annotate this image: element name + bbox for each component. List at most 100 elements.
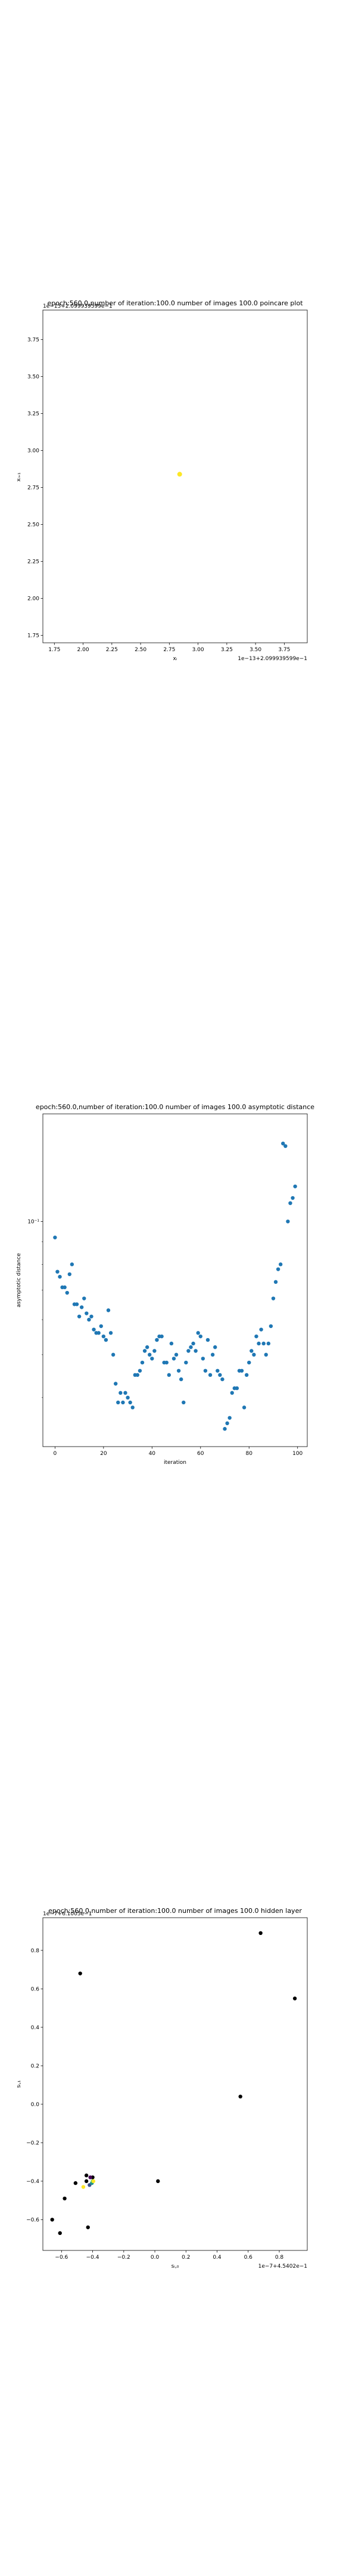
scatter-point bbox=[176, 1368, 181, 1373]
scatter-point bbox=[58, 1274, 62, 1279]
x-tick-label: 80 bbox=[246, 1451, 253, 1457]
x-tick-label: 1.75 bbox=[48, 647, 60, 653]
scatter-point bbox=[184, 1360, 188, 1365]
y-tick-label: −0.6 bbox=[26, 2217, 39, 2223]
y-tick-label: 0.0 bbox=[31, 2102, 40, 2108]
scatter-point bbox=[276, 1267, 280, 1271]
x-tick-label: 0.6 bbox=[244, 2255, 253, 2261]
scatter-point bbox=[213, 1345, 217, 1349]
scatter-point bbox=[225, 1421, 229, 1426]
hidden-layer-y-ticks: −0.6 −0.4 −0.2 0.0 0.2 0.4 0.6 0.8 bbox=[26, 1948, 43, 2223]
hidden-layer-plot-area bbox=[42, 1917, 308, 2251]
hidden-layer-points bbox=[50, 1931, 297, 2236]
scatter-point bbox=[293, 1184, 297, 1188]
asymptotic-plot-area bbox=[42, 1113, 308, 1447]
scatter-point bbox=[247, 1360, 251, 1365]
hidden-layer-x-ticks: −0.6 −0.4 −0.2 0.0 0.2 0.4 0.6 0.8 bbox=[55, 2250, 283, 2261]
hidden-layer-x-offset: 1e−7+4.5402e−1 bbox=[258, 2264, 307, 2270]
scatter-point bbox=[130, 1405, 135, 1410]
scatter-point bbox=[230, 1391, 234, 1395]
scatter-point bbox=[101, 1334, 106, 1339]
scatter-point bbox=[145, 1345, 149, 1349]
asymptotic-x-ticks: 0 20 40 60 80 100 bbox=[53, 1447, 303, 1457]
scatter-point bbox=[252, 1352, 256, 1357]
scatter-point bbox=[74, 1302, 79, 1306]
scatter-point bbox=[196, 1331, 200, 1335]
scatter-point bbox=[140, 1360, 145, 1365]
scatter-point bbox=[281, 1141, 285, 1145]
y-tick-label: 2.00 bbox=[27, 596, 39, 602]
x-tick-label: −0.4 bbox=[86, 2255, 99, 2261]
scatter-point bbox=[116, 1400, 120, 1405]
poincare-plot-area bbox=[42, 309, 308, 643]
asymptotic-distance-plot: epoch:560.0,number of iteration:100.0 nu… bbox=[16, 1103, 314, 1466]
y-tick-label: 1.75 bbox=[27, 633, 39, 639]
scatter-point bbox=[79, 1305, 84, 1309]
scatter-point bbox=[218, 1373, 222, 1377]
scatter-point bbox=[244, 1373, 249, 1377]
scatter-point bbox=[266, 1341, 271, 1346]
scatter-point bbox=[152, 1349, 157, 1353]
scatter-point bbox=[278, 1262, 283, 1267]
scatter-point bbox=[156, 2179, 160, 2184]
scatter-point bbox=[286, 1219, 290, 1224]
scatter-point bbox=[155, 1337, 159, 1342]
scatter-point bbox=[104, 1337, 108, 1342]
scatter-point bbox=[92, 1327, 96, 1332]
x-tick-label: 2.25 bbox=[106, 647, 118, 653]
scatter-point bbox=[261, 1341, 266, 1346]
scatter-point bbox=[203, 1368, 208, 1373]
scatter-point bbox=[63, 2196, 67, 2201]
scatter-point bbox=[142, 1349, 147, 1353]
scatter-point bbox=[58, 2231, 62, 2236]
scatter-point bbox=[88, 2175, 92, 2179]
x-tick-label: 100 bbox=[292, 1451, 303, 1457]
y-tick-label: 3.00 bbox=[27, 448, 39, 454]
poincare-plot: epoch:560.0,number of iteration:100.0 nu… bbox=[16, 299, 308, 662]
scatter-point bbox=[85, 1311, 89, 1315]
scatter-point bbox=[91, 2179, 96, 2184]
y-tick-label: 10⁻¹ bbox=[27, 1219, 39, 1225]
scatter-point bbox=[87, 1317, 91, 1322]
scatter-point bbox=[220, 1377, 224, 1382]
scatter-point bbox=[70, 1262, 74, 1267]
y-tick-label: 0.6 bbox=[31, 1986, 40, 1992]
scatter-point bbox=[169, 1341, 174, 1346]
x-tick-label: 0.0 bbox=[151, 2255, 160, 2261]
x-tick-label: −0.2 bbox=[117, 2255, 130, 2261]
scatter-point bbox=[271, 1296, 276, 1301]
y-tick-label: 3.25 bbox=[27, 411, 39, 417]
poincare-points bbox=[177, 472, 182, 477]
x-tick-label: 2.50 bbox=[135, 647, 146, 653]
poincare-y-label: xᵢ₊₁ bbox=[16, 472, 22, 482]
asymptotic-x-label: iteration bbox=[164, 1460, 186, 1466]
scatter-point bbox=[53, 1236, 57, 1240]
x-tick-label: 0.2 bbox=[182, 2255, 190, 2261]
scatter-point bbox=[114, 1382, 118, 1386]
x-tick-label: 2.75 bbox=[163, 647, 175, 653]
scatter-point bbox=[128, 1400, 132, 1405]
scatter-point bbox=[186, 1349, 191, 1353]
x-tick-label: 2.00 bbox=[77, 647, 89, 653]
scatter-point bbox=[238, 2094, 242, 2099]
x-tick-label: 0.4 bbox=[213, 2255, 222, 2261]
scatter-point bbox=[150, 1357, 154, 1361]
y-tick-label: 2.50 bbox=[27, 522, 39, 528]
y-tick-label: 0.2 bbox=[31, 2063, 39, 2069]
scatter-point bbox=[160, 1334, 164, 1339]
scatter-point bbox=[138, 1368, 142, 1373]
scatter-point bbox=[194, 1349, 198, 1353]
scatter-point bbox=[264, 1352, 268, 1357]
scatter-point bbox=[174, 1352, 179, 1357]
scatter-point bbox=[50, 2218, 54, 2222]
y-tick-label: 3.50 bbox=[27, 374, 39, 380]
scatter-point bbox=[227, 1416, 232, 1420]
scatter-point bbox=[208, 1373, 213, 1377]
scatter-point bbox=[288, 1201, 292, 1205]
hidden-layer-title: epoch:560.0,number of iteration:100.0 nu… bbox=[48, 1907, 302, 1915]
scatter-point bbox=[191, 1341, 195, 1346]
poincare-x-ticks: 1.75 2.00 2.25 2.50 2.75 3.00 3.25 3.50 3.75 bbox=[48, 643, 290, 653]
scatter-point bbox=[216, 1368, 220, 1373]
y-tick-label: 2.75 bbox=[27, 485, 39, 491]
